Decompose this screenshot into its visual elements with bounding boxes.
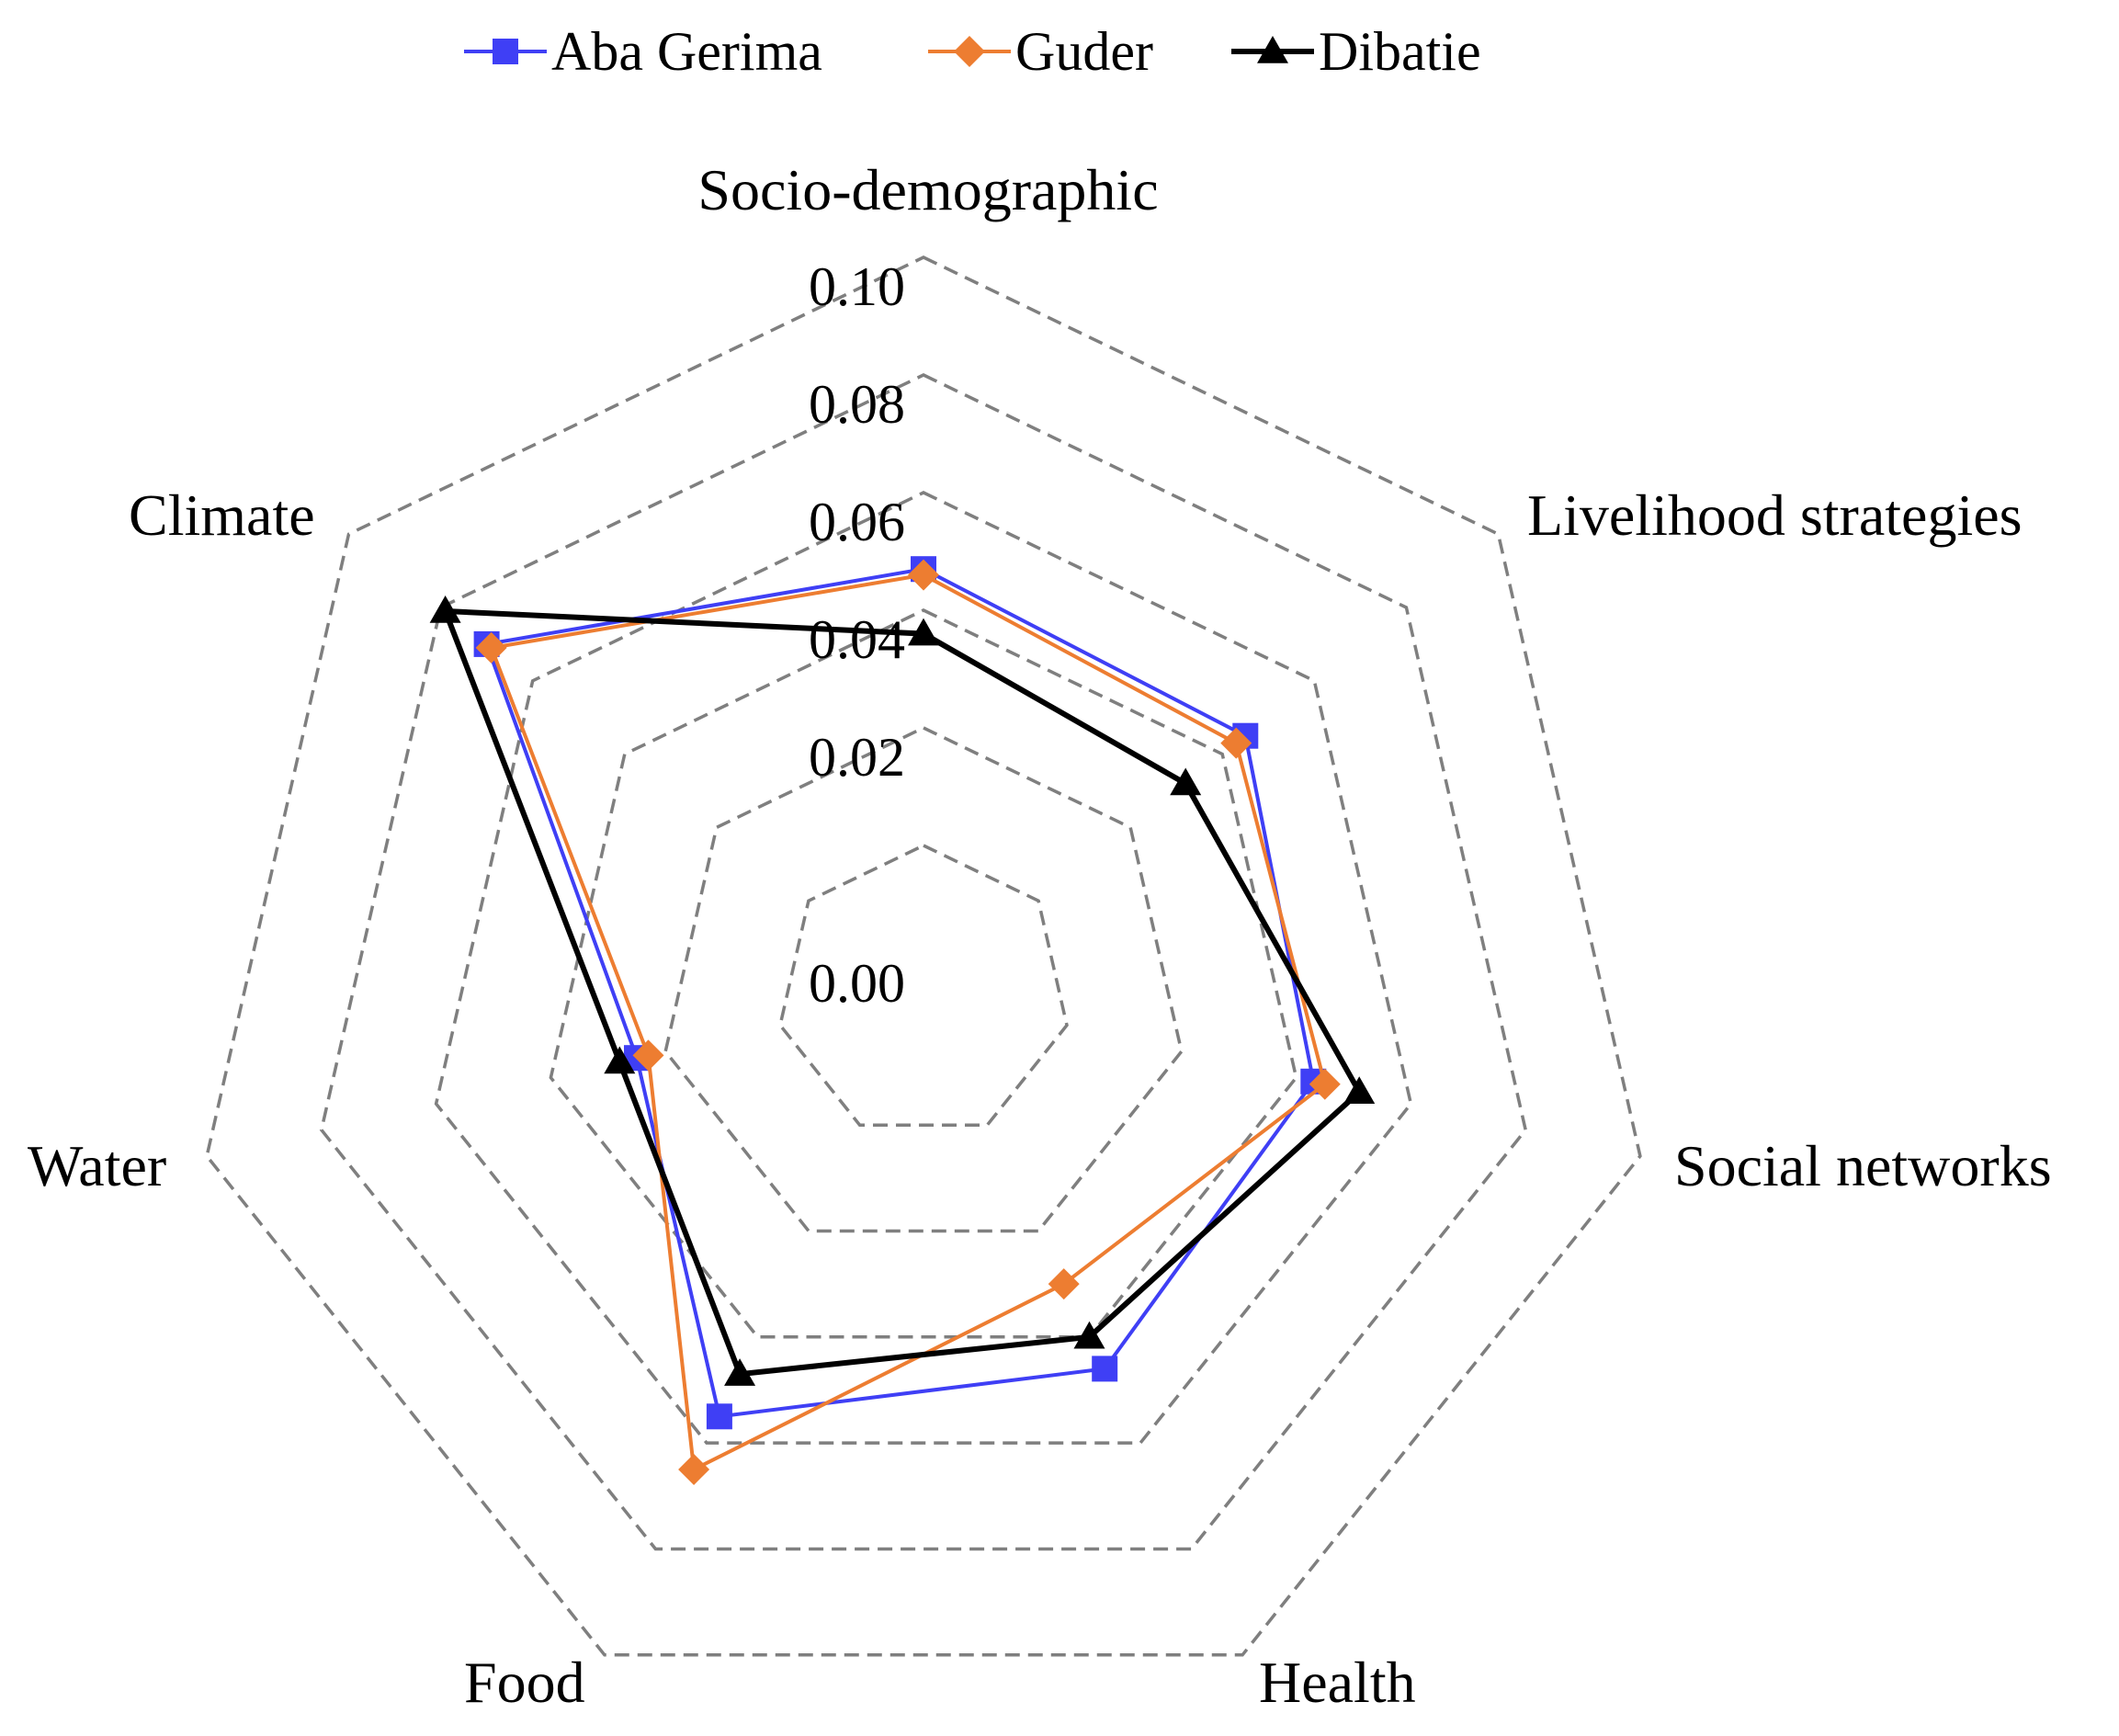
grid-ring-0 (778, 844, 1069, 1127)
axis-label-health: Health (1259, 1650, 1416, 1715)
legend-item-guder: Guder (928, 21, 1153, 82)
grid-ring-4 (319, 373, 1528, 1551)
legend-marker-guder (954, 36, 985, 67)
tick-label-0-08: 0.08 (809, 374, 905, 435)
tick-label-0-06: 0.06 (809, 492, 905, 552)
tick-label-0-00: 0.00 (809, 953, 905, 1014)
grid-ring-1 (663, 726, 1184, 1233)
legend-item-dibatie: Dibatie (1231, 21, 1481, 82)
point-dibatie-livelihood-strategies (1170, 767, 1202, 796)
grid-ring-2 (549, 608, 1298, 1339)
legend-marker-aba-gerima (493, 39, 518, 64)
tick-label-0-02: 0.02 (809, 727, 905, 788)
series-line-aba-gerima (483, 567, 1316, 1419)
legend-label-aba-gerima: Aba Gerima (551, 21, 822, 82)
point-guder-social-networks (1309, 1068, 1341, 1100)
point-dibatie-social-networks (1343, 1076, 1376, 1104)
axis-label-social-networks: Social networks (1674, 1133, 2052, 1198)
series-line-guder (488, 573, 1328, 1473)
axis-labels: Socio-demographic Livelihood strategies So… (28, 157, 2052, 1715)
point-aba-gerima-food (706, 1403, 732, 1430)
series-line-dibatie (441, 607, 1363, 1378)
tick-label-0-10: 0.10 (809, 256, 905, 317)
point-guder-climate (475, 631, 507, 664)
axis-label-livelihood-strategies: Livelihood strategies (1527, 482, 2023, 548)
legend-label-dibatie: Dibatie (1319, 21, 1481, 82)
point-guder-livelihood-strategies (1220, 727, 1252, 759)
point-dibatie-climate (429, 596, 461, 623)
tick-labels: 0.00 0.02 0.04 0.06 0.08 0.10 (809, 256, 905, 1014)
axis-label-climate: Climate (129, 482, 315, 548)
series-dibatie (429, 596, 1376, 1386)
axis-label-food: Food (464, 1650, 585, 1715)
legend-label-guder: Guder (1015, 21, 1153, 82)
axis-label-water: Water (28, 1133, 166, 1198)
point-dibatie-water (604, 1046, 636, 1074)
legend-marker-dibatie (1257, 36, 1288, 63)
point-dibatie-health (1073, 1321, 1105, 1349)
radar-grid (205, 255, 1642, 1657)
point-dibatie-socio-demographic (908, 618, 939, 646)
point-aba-gerima-health (1092, 1356, 1118, 1382)
legend: Aba Gerima Guder Dibatie (464, 21, 1481, 82)
point-guder-health (1048, 1268, 1080, 1300)
point-guder-food (678, 1453, 710, 1485)
point-guder-water (632, 1039, 664, 1072)
series-guder (475, 559, 1341, 1485)
tick-label-0-04: 0.04 (809, 609, 905, 670)
legend-item-aba-gerima: Aba Gerima (464, 21, 822, 82)
grid-ring-3 (434, 491, 1413, 1445)
grid-ring-5 (205, 255, 1642, 1657)
point-dibatie-food (724, 1358, 756, 1386)
series-layer (429, 556, 1376, 1485)
axis-label-socio-demographic: Socio-demographic (697, 157, 1158, 222)
point-guder-socio-demographic (908, 559, 939, 591)
